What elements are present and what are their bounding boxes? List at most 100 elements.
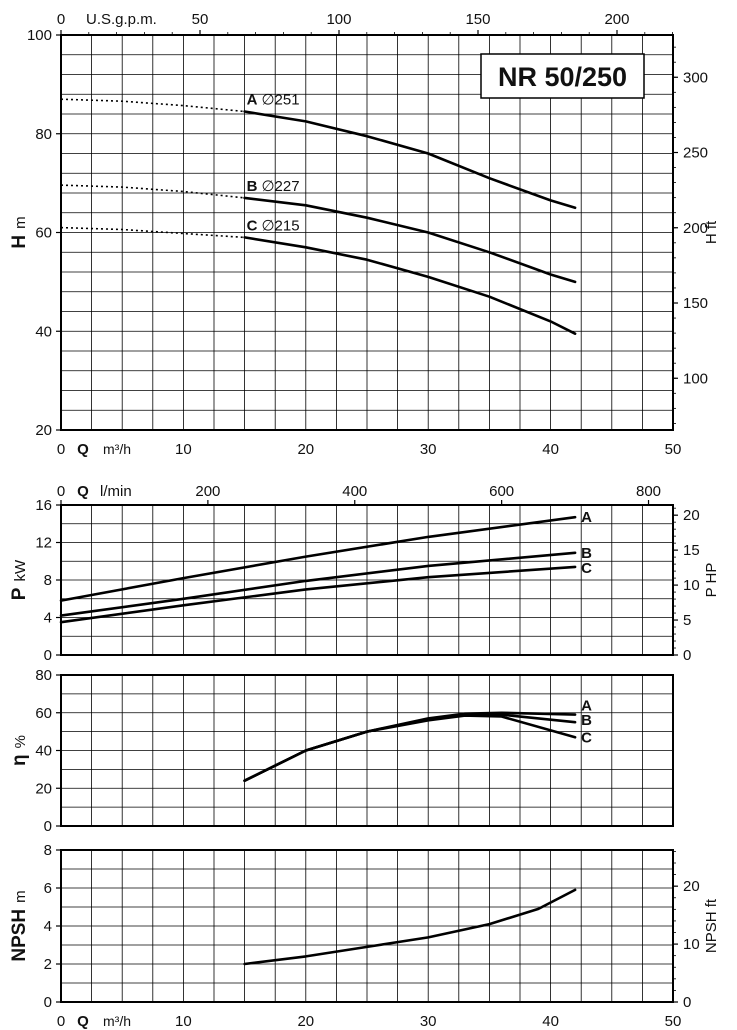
y-axis-unit: kW: [12, 559, 29, 582]
y-axis-symbol: H: [9, 235, 30, 249]
x-tick-label: 40: [542, 1013, 559, 1030]
y-tick-label: 0: [44, 647, 52, 664]
y-tick-label: 60: [35, 705, 52, 722]
x-tick-label: 50: [665, 441, 682, 458]
right-axis-label-head: H ft: [703, 220, 720, 244]
series-label-letter: A: [247, 92, 258, 109]
y-axis-unit: %: [12, 735, 29, 748]
y-tick-label: 100: [27, 27, 52, 44]
series-head-a: [243, 110, 577, 210]
y-axis-symbol: NPSH: [9, 909, 30, 962]
x-tick-label: 10: [175, 1013, 192, 1030]
right-tick-label: 0: [683, 647, 691, 664]
right-tick-label: 150: [683, 295, 708, 312]
y-axis-label-power: PkW: [9, 559, 30, 600]
top-tick-label: 200: [604, 11, 629, 28]
series-head-b-dotted: [60, 184, 245, 199]
y-tick-label: 0: [44, 994, 52, 1011]
right-tick-label: 15: [683, 542, 700, 559]
y-tick-label: 12: [35, 535, 52, 552]
y-axis-symbol: P: [9, 587, 30, 600]
right-axis-label-npsh: NPSH ft: [703, 898, 720, 953]
x-axis-symbol: Q: [77, 441, 89, 458]
series-head-c-dotted: [60, 226, 245, 239]
x-tick-label: 40: [542, 441, 559, 458]
series-label-diameter: ∅251: [261, 92, 299, 109]
top-tick-label: 200: [195, 483, 220, 500]
series-label-c: C ∅215: [247, 217, 300, 234]
x-axis-unit: m³/h: [103, 441, 131, 457]
y-tick-label: 6: [44, 880, 52, 897]
y-tick-label: 2: [44, 956, 52, 973]
series-label-letter: C: [247, 217, 258, 234]
series-label-letter: B: [247, 178, 258, 195]
series-label-diameter: ∅227: [261, 178, 299, 195]
x-tick-label: 30: [420, 441, 437, 458]
series-label-b: B ∅227: [247, 178, 300, 195]
chart-title: NR 50/250: [498, 62, 627, 92]
top-tick-label: 100: [326, 11, 351, 28]
series-efficiency-c: [243, 714, 577, 782]
right-tick-label: 10: [683, 577, 700, 594]
top-tick-label: 50: [192, 11, 209, 28]
x-tick-label: 0: [57, 441, 65, 458]
series-label-b: B: [581, 545, 592, 562]
top-tick-label: 800: [636, 483, 661, 500]
series-head-b: [243, 196, 577, 284]
x-tick-label: 10: [175, 441, 192, 458]
x-tick-label: 30: [420, 1013, 437, 1030]
y-tick-label: 0: [44, 818, 52, 835]
right-tick-label: 10: [683, 936, 700, 953]
y-axis-unit: m: [12, 890, 29, 903]
y-tick-label: 80: [35, 126, 52, 143]
y-tick-label: 4: [44, 610, 52, 627]
x-axis-symbol: Q: [77, 1013, 89, 1030]
y-tick-label: 8: [44, 572, 52, 589]
y-tick-label: 40: [35, 323, 52, 340]
series-label-a: A: [581, 698, 592, 715]
x-tick-label: 0: [57, 1013, 65, 1030]
right-tick-label: 20: [683, 507, 700, 524]
series-label-a: A ∅251: [247, 92, 300, 109]
chart-title-box: [480, 53, 645, 99]
series-power-b: [59, 551, 577, 617]
right-tick-label: 0: [683, 994, 691, 1011]
y-axis-unit: m: [12, 216, 29, 229]
series-label-c: C: [581, 560, 592, 577]
y-axis-symbol: η: [9, 754, 30, 766]
right-tick-label: 5: [683, 612, 691, 629]
right-tick-label: 20: [683, 878, 700, 895]
x-axis-unit: m³/h: [103, 1013, 131, 1029]
right-tick-label: 200: [683, 220, 708, 237]
y-tick-label: 4: [44, 918, 52, 935]
series-label-a: A: [581, 509, 592, 526]
y-tick-label: 40: [35, 743, 52, 760]
series-label-diameter: ∅215: [261, 217, 299, 234]
top-tick-label: 150: [465, 11, 490, 28]
y-tick-label: 20: [35, 780, 52, 797]
top-tick-label: 600: [489, 483, 514, 500]
series-npsh-main: [243, 888, 577, 966]
top-axis-symbol: Q: [77, 483, 89, 500]
x-tick-label: 50: [665, 1013, 682, 1030]
y-axis-label-head: Hm: [9, 216, 30, 248]
x-tick-label: 20: [297, 441, 314, 458]
y-tick-label: 80: [35, 667, 52, 684]
y-tick-label: 60: [35, 225, 52, 242]
series-head-a-dotted: [60, 98, 245, 113]
series-power-a: [59, 515, 577, 602]
series-label-b: B: [581, 712, 592, 729]
y-tick-label: 8: [44, 842, 52, 859]
top-tick-label: 0: [57, 483, 65, 500]
y-axis-label-efficiency: η%: [9, 735, 30, 766]
top-axis-label: U.S.g.p.m.: [86, 11, 157, 28]
y-tick-label: 20: [35, 422, 52, 439]
top-axis-label: l/min: [100, 483, 132, 500]
right-tick-label: 250: [683, 145, 708, 162]
top-tick-label: 400: [342, 483, 367, 500]
series-head-c: [243, 236, 577, 335]
series-label-c: C: [581, 729, 592, 746]
right-tick-label: 100: [683, 370, 708, 387]
top-tick-label: 0: [57, 11, 65, 28]
